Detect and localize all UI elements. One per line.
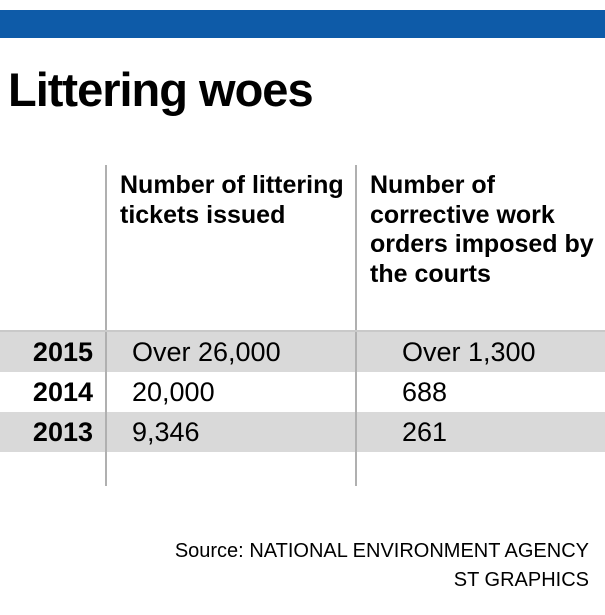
tickets-value: 9,346 (105, 412, 355, 452)
year-label: 2013 (32, 416, 93, 447)
spacer-tickets-cell (105, 452, 355, 486)
orders-value: 261 (355, 412, 605, 452)
table-row: 2014 20,000 688 (0, 372, 605, 412)
year-label: 2015 (32, 336, 93, 367)
tickets-value: 20,000 (105, 372, 355, 412)
year-label: 2014 (32, 376, 93, 407)
table-body: 2015 Over 26,000 Over 1,300 2014 20,000 … (0, 330, 605, 486)
header-year-cell (0, 165, 105, 330)
tickets-value: Over 26,000 (105, 332, 355, 372)
data-table: Number of littering tickets issued Numbe… (0, 165, 605, 486)
top-accent-bar (0, 10, 605, 38)
orders-value: 688 (355, 372, 605, 412)
orders-value: Over 1,300 (355, 332, 605, 372)
spacer-orders-cell (355, 452, 605, 486)
source-line: Source: NATIONAL ENVIRONMENT AGENCY (175, 537, 589, 566)
source-name: NATIONAL ENVIRONMENT AGENCY (249, 540, 589, 562)
table-row: 2015 Over 26,000 Over 1,300 (0, 332, 605, 372)
spacer-year-cell (0, 452, 105, 486)
page-title: Littering woes (8, 63, 314, 116)
credit-line: ST GRAPHICS (453, 569, 589, 591)
table-footer-spacer (0, 452, 605, 486)
table-header-row: Number of littering tickets issued Numbe… (0, 165, 605, 330)
source-block: Source: NATIONAL ENVIRONMENT AGENCY ST G… (175, 537, 589, 595)
table-row: 2013 9,346 261 (0, 412, 605, 452)
header-tickets-cell: Number of littering tickets issued (105, 165, 355, 330)
source-label: Source: (174, 540, 244, 562)
header-orders-cell: Number of corrective work orders imposed… (355, 165, 605, 330)
